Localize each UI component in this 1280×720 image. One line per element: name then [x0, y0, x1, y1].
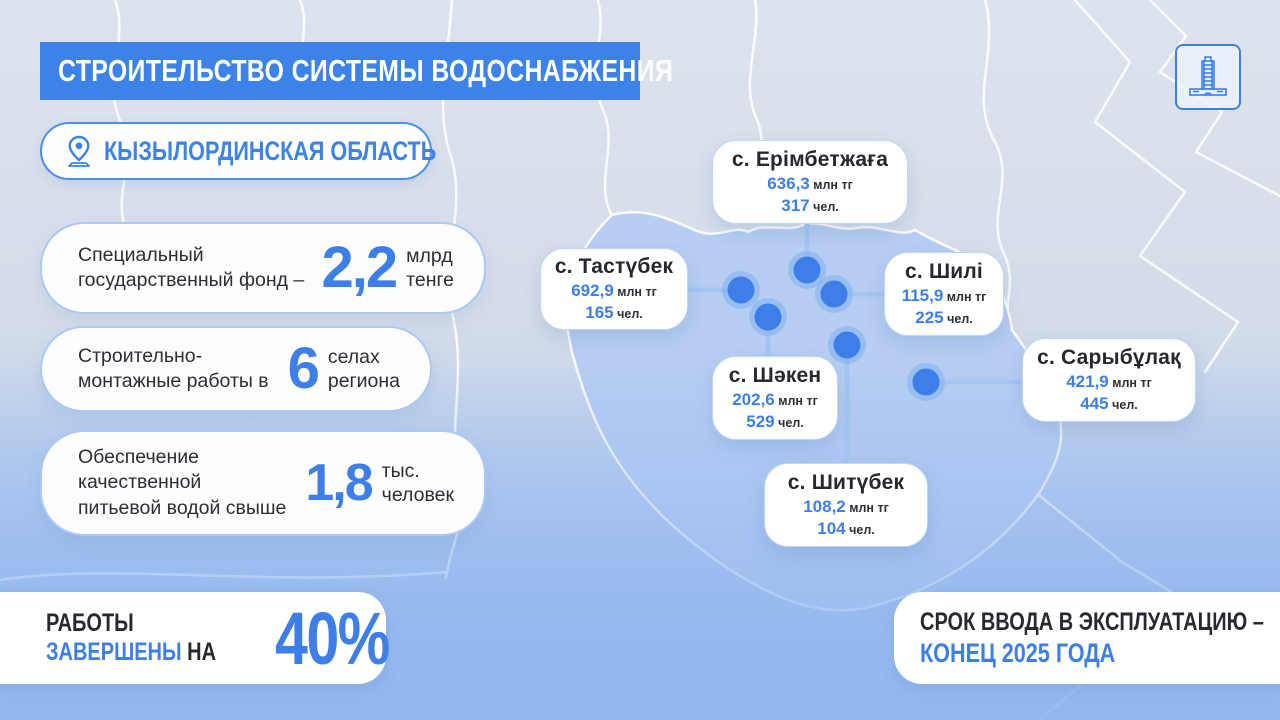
- stat-card-water-value: 1,8: [305, 453, 373, 512]
- village-callout-shili: с. Шилі 115,9 млн тг 225 чел.: [884, 252, 1004, 336]
- village-cost: 115,9 млн тг: [901, 286, 987, 305]
- deadline-line1: СРОК ВВОДА В ЭКСПЛУАТАЦИЮ –: [920, 607, 1264, 636]
- stat-card-works-value: 6: [287, 335, 320, 401]
- village-cost: 202,6 млн тг: [732, 390, 818, 409]
- region-badge: КЫЗЫЛОРДИНСКАЯ ОБЛАСТЬ: [40, 122, 436, 180]
- village-callout-shitubek: с. Шитүбек 108,2 млн тг 104 чел.: [764, 463, 928, 547]
- progress-line2: ЗАВЕРШЕНЫ НА: [46, 638, 217, 666]
- dot-shaken: [749, 298, 787, 336]
- village-name: с. Шәкен: [728, 364, 822, 387]
- dot-tastubek: [722, 271, 760, 309]
- village-people: 225 чел.: [915, 308, 973, 327]
- village-callout-shaken: с. Шәкен 202,6 млн тг 529 чел.: [712, 356, 838, 440]
- stat-card-water-text: Обеспечение качественной питьевой водой …: [78, 445, 287, 519]
- village-cost: 108,2 млн тг: [803, 497, 889, 516]
- stat-card-water-unit: тыс. человек: [381, 459, 454, 506]
- region-badge-label: КЫЗЫЛОРДИНСКАЯ ОБЛАСТЬ: [104, 135, 437, 166]
- village-name: с. Шилі: [905, 260, 983, 283]
- village-name: с. Тастүбек: [554, 255, 674, 278]
- village-name: с. Ерімбетжаға: [731, 148, 889, 171]
- village-name: с. Шитүбек: [787, 471, 905, 494]
- government-building-logo: [1175, 44, 1241, 110]
- village-people: 317 чел.: [781, 196, 839, 215]
- deadline-line2: КОНЕЦ 2025 ГОДА: [920, 637, 1116, 668]
- dot-erimbetzhaga: [788, 251, 826, 289]
- village-people: 165 чел.: [585, 303, 643, 322]
- stat-card-fund-value: 2,2: [321, 234, 399, 300]
- village-people: 529 чел.: [746, 412, 804, 431]
- progress-box: РАБОТЫ ЗАВЕРШЕНЫ НА 40%: [0, 592, 390, 684]
- stat-card-works-text: Строительно- монтажные работы в: [78, 344, 269, 392]
- progress-line1: РАБОТЫ: [46, 609, 134, 638]
- village-dots: [722, 251, 945, 401]
- village-cost: 692,9 млн тг: [571, 281, 657, 300]
- dot-sarybulak: [907, 363, 945, 401]
- stat-card-fund-text: Специальный государственный фонд –: [78, 243, 305, 291]
- stat-card-works-unit: селах региона: [327, 345, 400, 392]
- village-callout-sarybulak: с. Сарыбұлақ 421,9 млн тг 445 чел.: [1022, 338, 1196, 422]
- village-people: 445 чел.: [1080, 394, 1138, 413]
- village-cost: 636,3 млн тг: [767, 174, 853, 193]
- page-title: СТРОИТЕЛЬСТВО СИСТЕМЫ ВОДОСНАБЖЕНИЯ: [58, 53, 674, 88]
- dot-shili: [815, 275, 853, 313]
- stat-card-water: Обеспечение качественной питьевой водой …: [40, 430, 486, 536]
- village-callout-erimbetzhaga: с. Ерімбетжаға 636,3 млн тг 317 чел.: [712, 140, 908, 224]
- village-people: 104 чел.: [817, 519, 875, 538]
- dot-shitubek: [828, 326, 866, 364]
- village-name: с. Сарыбұлақ: [1037, 346, 1181, 369]
- deadline-box: СРОК ВВОДА В ЭКСПЛУАТАЦИЮ – КОНЕЦ 2025 Г…: [894, 592, 1280, 684]
- village-callout-tastubek: с. Тастүбек 692,9 млн тг 165 чел.: [540, 248, 688, 330]
- stat-card-fund-unit: млрд тенге: [406, 244, 454, 291]
- village-cost: 421,9 млн тг: [1066, 372, 1152, 391]
- building-icon: [1189, 56, 1227, 96]
- location-pin-icon: [64, 135, 94, 167]
- page-title-banner: СТРОИТЕЛЬСТВО СИСТЕМЫ ВОДОСНАБЖЕНИЯ: [40, 42, 673, 100]
- stat-card-fund: Специальный государственный фонд – 2,2 м…: [40, 222, 486, 314]
- stat-card-works: Строительно- монтажные работы в 6 селах …: [40, 326, 432, 412]
- progress-value: 40%: [274, 596, 390, 680]
